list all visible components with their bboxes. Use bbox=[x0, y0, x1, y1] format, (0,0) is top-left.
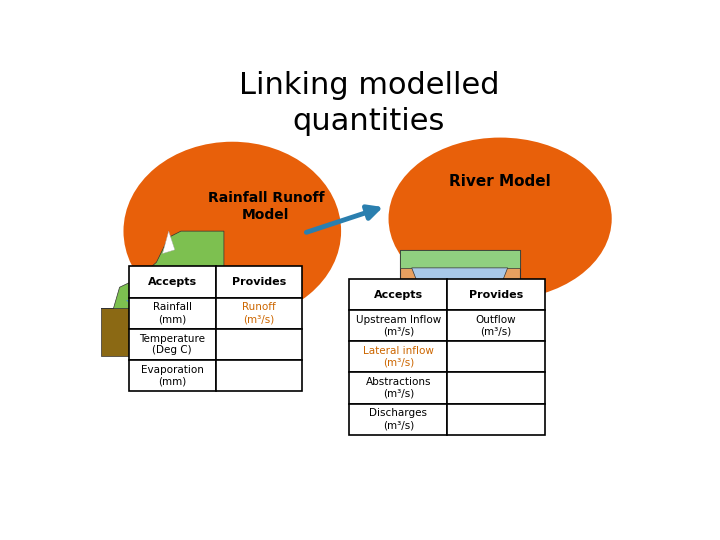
FancyBboxPatch shape bbox=[400, 250, 520, 314]
Bar bbox=[129, 360, 215, 391]
Text: Abstractions
(m³/s): Abstractions (m³/s) bbox=[366, 377, 431, 399]
Bar bbox=[129, 329, 215, 360]
Polygon shape bbox=[101, 231, 224, 308]
Text: Provides: Provides bbox=[469, 289, 523, 300]
Bar bbox=[447, 373, 545, 404]
Bar bbox=[215, 298, 302, 329]
Bar bbox=[447, 279, 545, 310]
Bar bbox=[215, 329, 302, 360]
Ellipse shape bbox=[389, 138, 612, 300]
Bar bbox=[349, 310, 447, 341]
Bar bbox=[349, 373, 447, 404]
Text: Upstream Inflow
(m³/s): Upstream Inflow (m³/s) bbox=[356, 315, 441, 336]
Bar bbox=[447, 310, 545, 341]
FancyBboxPatch shape bbox=[101, 308, 224, 356]
Text: Discharges
(m³/s): Discharges (m³/s) bbox=[369, 408, 427, 430]
Polygon shape bbox=[400, 250, 520, 268]
Text: Linking modelled
quantities: Linking modelled quantities bbox=[239, 71, 499, 136]
Bar bbox=[349, 341, 447, 373]
Text: Rainfall Runoff
Model: Rainfall Runoff Model bbox=[207, 191, 324, 222]
Text: Provides: Provides bbox=[232, 277, 286, 287]
Bar bbox=[215, 360, 302, 391]
Text: Rainfall
(mm): Rainfall (mm) bbox=[153, 302, 192, 324]
Text: Temperature
(Deg C): Temperature (Deg C) bbox=[139, 334, 205, 355]
Text: Outflow
(m³/s): Outflow (m³/s) bbox=[476, 315, 516, 336]
Bar bbox=[447, 341, 545, 373]
Bar bbox=[349, 404, 447, 435]
Bar bbox=[129, 266, 215, 298]
Text: Lateral inflow
(m³/s): Lateral inflow (m³/s) bbox=[363, 346, 433, 368]
Polygon shape bbox=[412, 268, 508, 305]
Polygon shape bbox=[163, 231, 175, 254]
Ellipse shape bbox=[124, 141, 341, 321]
Text: Accepts: Accepts bbox=[374, 289, 423, 300]
Polygon shape bbox=[126, 300, 148, 306]
Bar bbox=[215, 266, 302, 298]
Bar bbox=[447, 404, 545, 435]
Text: River Model: River Model bbox=[449, 174, 551, 188]
Text: Accepts: Accepts bbox=[148, 277, 197, 287]
Bar bbox=[349, 279, 447, 310]
Bar bbox=[129, 298, 215, 329]
Text: Runoff
(m³/s): Runoff (m³/s) bbox=[242, 302, 276, 324]
Text: Evaporation
(mm): Evaporation (mm) bbox=[141, 365, 204, 387]
